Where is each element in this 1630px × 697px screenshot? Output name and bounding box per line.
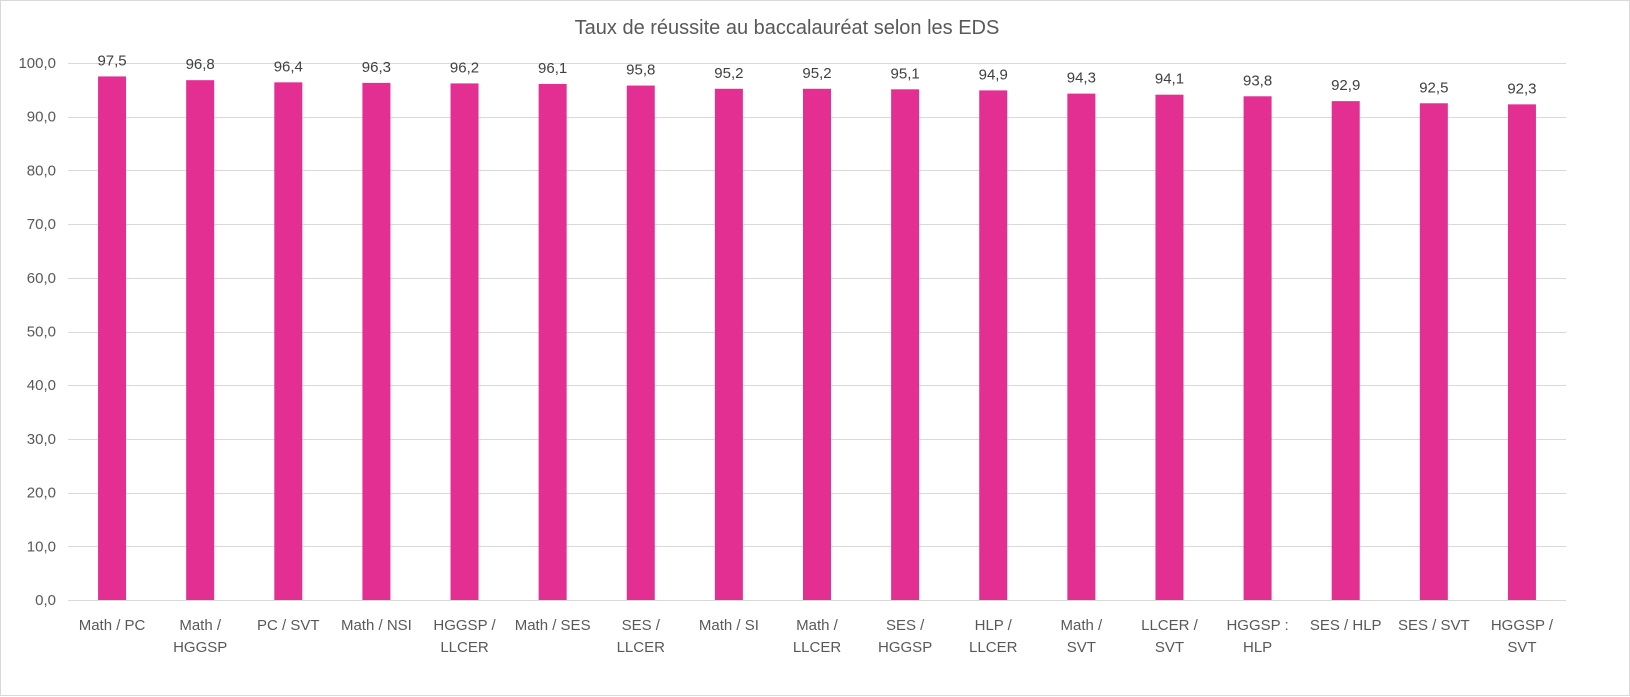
bar	[1507, 104, 1536, 600]
chart-title: Taux de réussite au baccalauréat selon l…	[575, 17, 1000, 39]
category-label: HLP / LLCER	[969, 617, 1018, 656]
y-tick-label: 40,0	[27, 377, 56, 394]
data-label: 96,4	[274, 58, 303, 75]
bars	[98, 76, 1536, 601]
category-label: Math / PC	[79, 617, 146, 634]
bar	[626, 85, 655, 600]
data-label: 94,9	[979, 66, 1008, 83]
data-label: 92,9	[1331, 77, 1360, 94]
category-label-line: HLP /	[975, 617, 1013, 634]
bar	[891, 89, 920, 601]
bar	[98, 76, 127, 601]
bar	[274, 82, 303, 600]
y-tick-label: 10,0	[27, 538, 56, 555]
category-label: Math / LLCER	[793, 617, 842, 656]
category-label-line: LLCER /	[1141, 617, 1199, 634]
category-label-line: HGGSP /	[1491, 617, 1554, 634]
category-label: Math / HGGSP	[173, 617, 227, 656]
category-label-line: LLCER	[969, 639, 1018, 656]
category-label-line: Math / SES	[515, 617, 591, 634]
data-label: 92,3	[1507, 80, 1536, 97]
y-tick-label: 0,0	[35, 592, 56, 609]
bar	[1419, 103, 1448, 601]
category-label: Math / SI	[699, 617, 759, 634]
bar	[979, 90, 1008, 601]
category-label-line: HLP	[1243, 639, 1272, 656]
category-label-line: HGGSP	[878, 639, 932, 656]
data-label: 94,1	[1155, 71, 1184, 88]
data-label: 97,5	[97, 52, 126, 69]
category-label-line: HGGSP /	[433, 617, 496, 634]
data-labels: 97,5 96,8 96,4 96,3 96,2 96,1 95,8 95,2 95,2 95,1…	[97, 52, 1536, 97]
category-label-line: Math /	[1061, 617, 1104, 634]
data-label: 94,3	[1067, 70, 1096, 87]
y-tick-label: 50,0	[27, 324, 56, 341]
bar	[538, 83, 567, 601]
category-label: LLCER / SVT	[1141, 617, 1199, 656]
bar	[450, 83, 479, 600]
category-label-line: HGGSP :	[1226, 617, 1288, 634]
category-label: HGGSP / SVT	[1491, 617, 1554, 656]
data-label: 95,1	[891, 65, 920, 82]
category-label-line: SVT	[1067, 639, 1096, 656]
data-label: 96,2	[450, 59, 479, 76]
data-label: 93,8	[1243, 72, 1272, 89]
bar	[186, 80, 215, 600]
category-label: SES / HLP	[1310, 617, 1382, 634]
data-label: 92,5	[1419, 79, 1448, 96]
category-label: Math / SES	[515, 617, 591, 634]
category-label-line: Math / PC	[79, 617, 146, 634]
category-label: SES / SVT	[1398, 617, 1470, 634]
category-label-line: Math / SI	[699, 617, 759, 634]
category-label-line: HGGSP	[173, 639, 227, 656]
y-tick-label: 20,0	[27, 485, 56, 502]
data-label: 95,2	[714, 65, 743, 82]
bar	[1155, 94, 1184, 601]
y-tick-label: 80,0	[27, 162, 56, 179]
bar	[1067, 93, 1096, 600]
bar	[714, 88, 743, 600]
data-label: 96,1	[538, 60, 567, 77]
category-label-line: SES /	[622, 617, 661, 634]
category-label: HGGSP / LLCER	[433, 617, 496, 656]
category-label-line: SES / SVT	[1398, 617, 1470, 634]
category-label-line: PC / SVT	[257, 617, 320, 634]
category-label: PC / SVT	[257, 617, 320, 634]
category-labels: Math / PC Math / HGGSP PC / SVT Math / NSI HG…	[79, 617, 1554, 656]
category-label-line: Math /	[179, 617, 222, 634]
category-label: Math / SVT	[1061, 617, 1104, 656]
y-axis-tick-labels: 0,0 10,0 20,0 30,0 40,0 50,0 60,0 70,0 80,0 90,0 1…	[18, 55, 56, 609]
data-label: 95,8	[626, 62, 655, 79]
bar	[362, 82, 391, 600]
category-label-line: LLCER	[617, 639, 666, 656]
y-tick-label: 30,0	[27, 431, 56, 448]
bar	[803, 88, 831, 600]
data-label: 95,2	[802, 65, 831, 82]
bar	[1243, 96, 1272, 600]
y-tick-label: 60,0	[27, 270, 56, 287]
category-label-line: Math /	[796, 617, 839, 634]
data-label: 96,3	[362, 59, 391, 76]
category-label-line: SVT	[1155, 639, 1184, 656]
category-label: Math / NSI	[341, 617, 412, 634]
category-label-line: SVT	[1507, 639, 1536, 656]
data-label: 96,8	[186, 56, 215, 73]
y-tick-label: 70,0	[27, 216, 56, 233]
category-label-line: LLCER	[440, 639, 489, 656]
category-label-line: SES / HLP	[1310, 617, 1382, 634]
category-label: SES / HGGSP	[878, 617, 932, 656]
category-label: HGGSP : HLP	[1226, 617, 1288, 656]
category-label-line: LLCER	[793, 639, 842, 656]
y-tick-label: 90,0	[27, 109, 56, 126]
y-tick-label: 100,0	[18, 55, 56, 72]
bar	[1331, 101, 1360, 600]
category-label-line: Math / NSI	[341, 617, 412, 634]
category-label-line: SES /	[886, 617, 925, 634]
category-label: SES / LLCER	[617, 617, 666, 656]
